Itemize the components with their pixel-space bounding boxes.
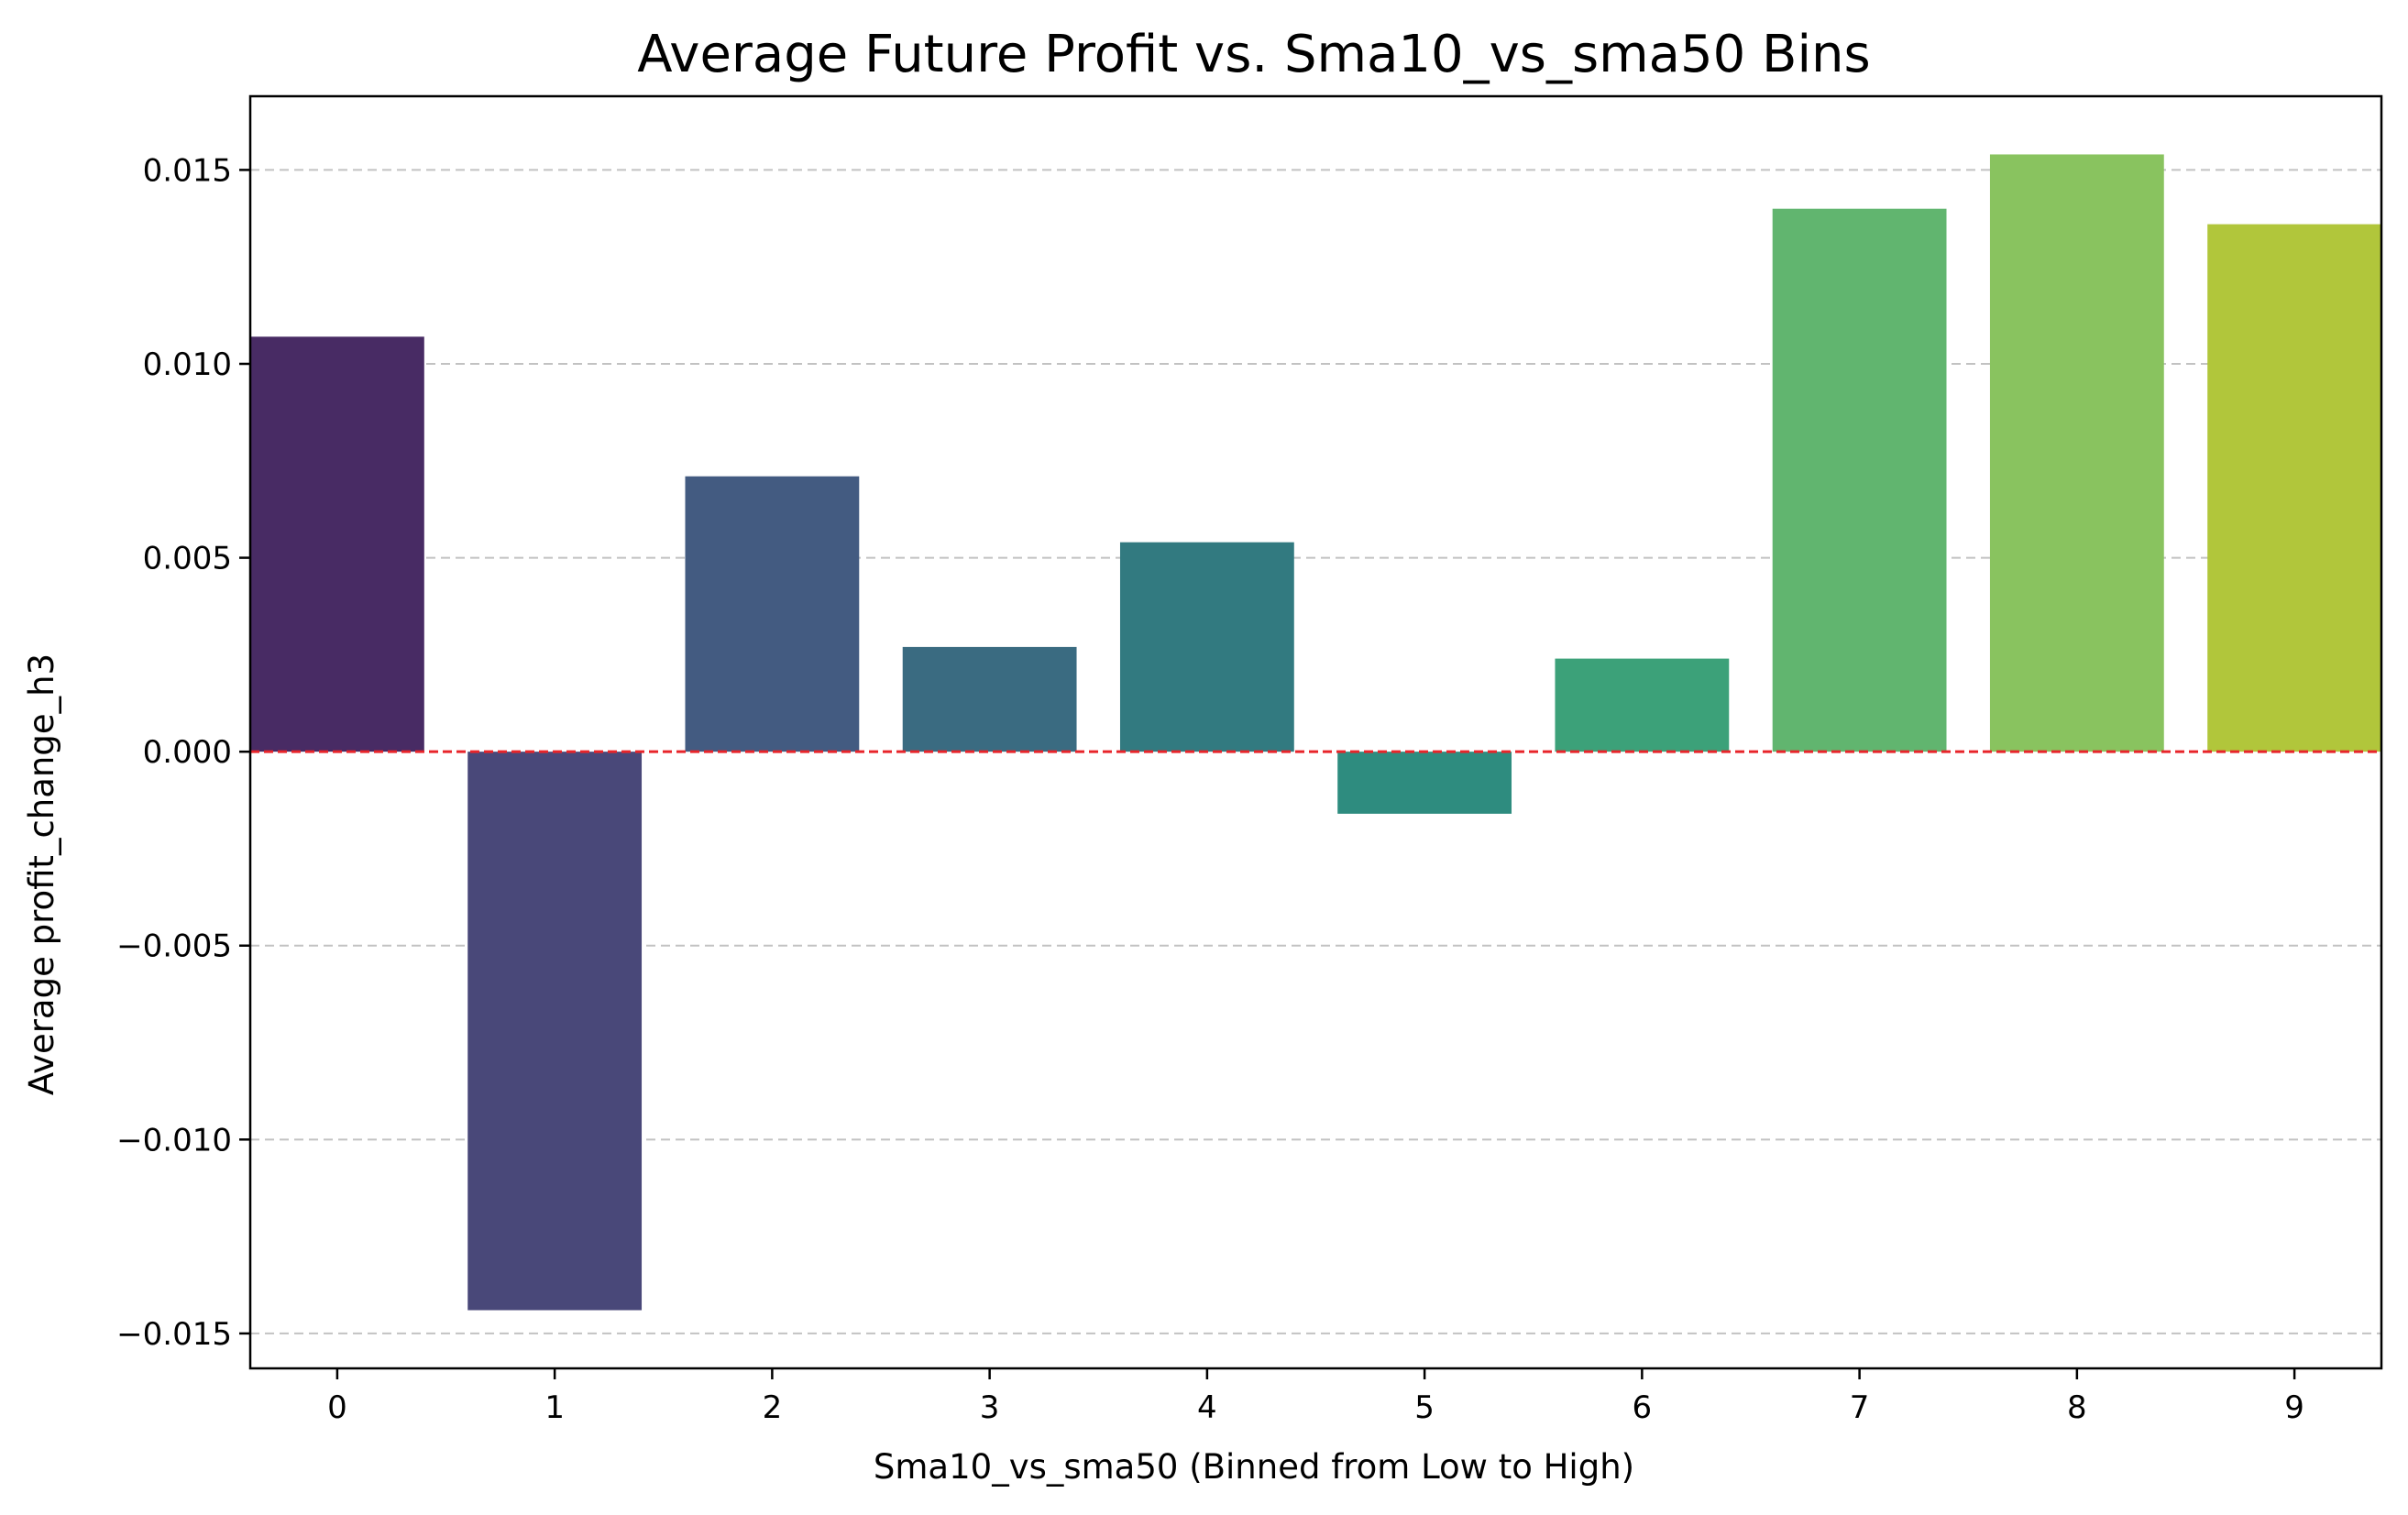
x-tick-label-4: 4 [1197, 1389, 1217, 1426]
y-tick-label-1: −0.010 [116, 1122, 232, 1158]
bar-8 [1989, 154, 2164, 752]
y-tick-label-2: −0.005 [116, 928, 232, 965]
y-axis-label: Average profit_change_h3 [22, 653, 61, 1095]
x-tick-label-5: 5 [1414, 1389, 1435, 1426]
x-tick-label-6: 6 [1633, 1389, 1653, 1426]
x-tick-label-9: 9 [2284, 1389, 2304, 1426]
bar-0 [250, 336, 424, 752]
x-axis-label: Sma10_vs_sma50 (Binned from Low to High) [874, 1447, 1634, 1487]
y-tick-label-0: −0.015 [116, 1316, 232, 1353]
bar-4 [1119, 542, 1294, 752]
x-axis: 0 1 2 3 4 5 6 7 8 9 [327, 1368, 2304, 1426]
chart-title: Average Future Profit vs. Sma10_vs_sma50… [637, 25, 1870, 84]
x-tick-label-7: 7 [1850, 1389, 1870, 1426]
y-tick-label-6: 0.015 [143, 152, 232, 189]
bars [250, 154, 2381, 1311]
bar-3 [902, 646, 1077, 752]
y-tick-label-5: 0.010 [143, 346, 232, 383]
y-tick-label-4: 0.005 [143, 541, 232, 577]
bar-1 [467, 752, 643, 1311]
bar-7 [1772, 208, 1947, 752]
bar-2 [685, 476, 860, 752]
y-axis: −0.015 −0.010 −0.005 0.000 0.005 0.010 0.015 [116, 152, 250, 1353]
x-tick-label-8: 8 [2067, 1389, 2087, 1426]
x-tick-label-3: 3 [980, 1389, 1000, 1426]
x-tick-label-1: 1 [544, 1389, 565, 1426]
x-tick-label-2: 2 [763, 1389, 783, 1426]
y-tick-label-3: 0.000 [143, 734, 232, 771]
x-tick-label-0: 0 [327, 1389, 347, 1426]
bar-6 [1555, 658, 1730, 752]
plot-area-frame [248, 94, 2383, 1370]
bar-5 [1337, 752, 1512, 814]
bar-9 [2207, 224, 2381, 752]
